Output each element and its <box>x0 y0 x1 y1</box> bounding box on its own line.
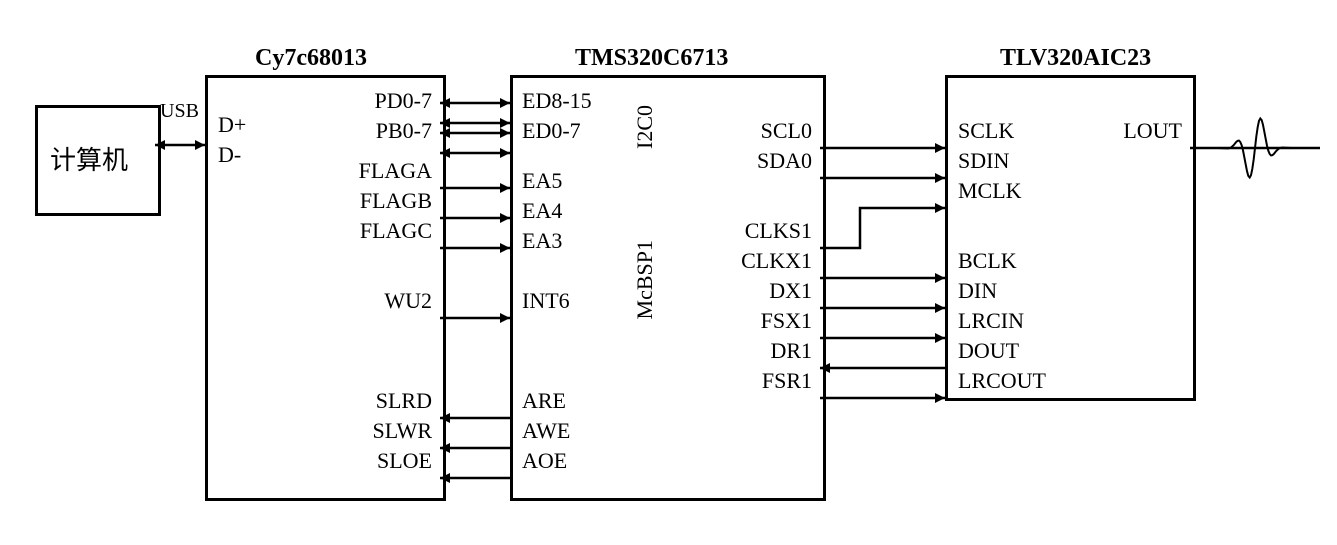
tlv-pin-lout: LOUT <box>1123 118 1182 144</box>
cy7c-pin-slrd: SLRD <box>376 388 432 414</box>
tms-pin-aoe: AOE <box>522 448 567 474</box>
tms-pin-ea5: EA5 <box>522 168 562 194</box>
cy7c-pin-flagb: FLAGB <box>360 188 432 214</box>
tms-pin-are: ARE <box>522 388 566 414</box>
tlv-pin-sclk: SCLK <box>958 118 1014 144</box>
tms-vlabel-mcbsp1: McBSP1 <box>632 240 658 319</box>
tms-pin-int6: INT6 <box>522 288 570 314</box>
tms-pin-ea3: EA3 <box>522 228 562 254</box>
usb-label: USB <box>160 100 199 123</box>
tms-pin-ea4: EA4 <box>522 198 562 224</box>
tms-pin-ed815: ED8-15 <box>522 88 592 114</box>
tms-title: TMS320C6713 <box>575 45 728 72</box>
computer-label: 计算机 <box>50 140 128 177</box>
tms-pin-fsx1: FSX1 <box>761 308 812 334</box>
tms-pin-fsr1: FSR1 <box>762 368 812 394</box>
tlv-title: TLV320AIC23 <box>1000 45 1151 72</box>
cy7c-pin-pb07: PB0-7 <box>376 118 432 144</box>
tlv-pin-din: DIN <box>958 278 997 304</box>
tlv-pin-mclk: MCLK <box>958 178 1022 204</box>
tms-vlabel-i2c0: I2C0 <box>632 105 658 149</box>
tms-pin-dx1: DX1 <box>769 278 812 304</box>
cy7c-pin-slwr: SLWR <box>373 418 432 444</box>
tms-pin-scl0: SCL0 <box>761 118 812 144</box>
cy7c-pin-dminus: D- <box>218 142 241 168</box>
tms-pin-clks1: CLKS1 <box>745 218 812 244</box>
cy7c-pin-flagc: FLAGC <box>360 218 432 244</box>
cy7c-pin-flaga: FLAGA <box>359 158 432 184</box>
tms-pin-awe: AWE <box>522 418 570 444</box>
cy7c-title: Cy7c68013 <box>255 45 367 72</box>
cy7c-pin-pd07: PD0-7 <box>375 88 432 114</box>
block-diagram: { "layout": { "stage_w": 1337, "stage_h"… <box>0 0 1337 545</box>
tms-pin-sda0: SDA0 <box>757 148 812 174</box>
tms-pin-ed07: ED0-7 <box>522 118 581 144</box>
cy7c-pin-sloe: SLOE <box>377 448 432 474</box>
tlv-pin-dout: DOUT <box>958 338 1019 364</box>
tms-pin-clkx1: CLKX1 <box>741 248 812 274</box>
tlv-pin-lrcin: LRCIN <box>958 308 1024 334</box>
tlv-pin-sdin: SDIN <box>958 148 1009 174</box>
tlv-pin-bclk: BCLK <box>958 248 1017 274</box>
tlv-pin-lrcout: LRCOUT <box>958 368 1046 394</box>
tms-pin-dr1: DR1 <box>770 338 812 364</box>
cy7c-pin-dplus: D+ <box>218 112 246 138</box>
cy7c-pin-wu2: WU2 <box>384 288 432 314</box>
